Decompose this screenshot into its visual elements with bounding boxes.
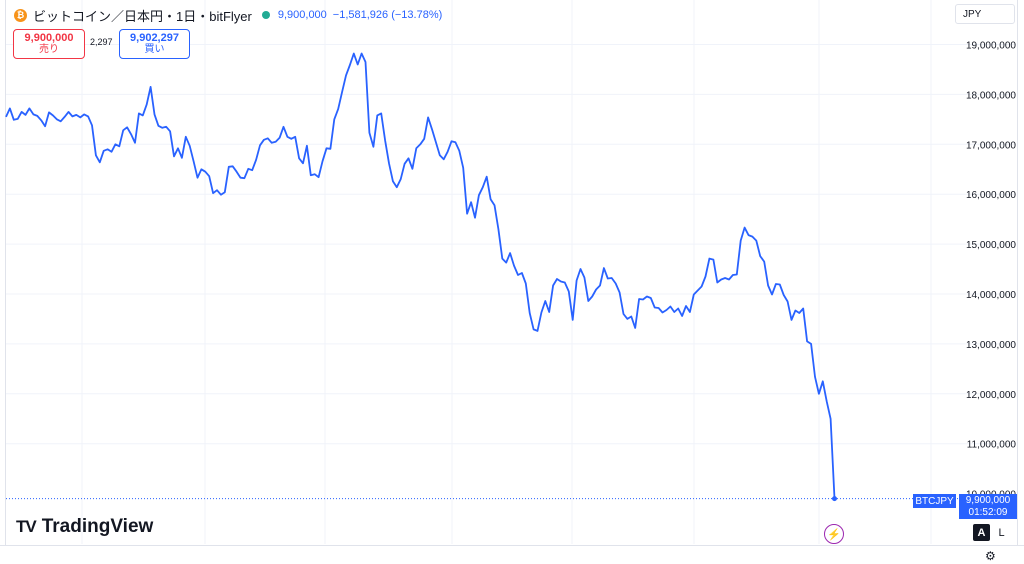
bar-countdown: 01:52:09 <box>968 506 1008 518</box>
last-price-marker <box>832 496 837 502</box>
tradingview-logo[interactable]: TV TradingView <box>16 516 153 538</box>
y-tick-label: 14,000,000 <box>966 290 1016 301</box>
price-line <box>5 52 836 499</box>
sell-label: 売り <box>39 44 59 55</box>
buy-button[interactable]: 9,902,297 買い <box>119 29 190 59</box>
header-change: −1,581,926 (−13.78%) <box>332 9 443 21</box>
sell-button[interactable]: 9,900,000 売り <box>13 29 85 59</box>
y-tick-label: 11,000,000 <box>967 440 1017 451</box>
spread-value: 2,297 <box>90 37 113 47</box>
y-tick-label: 15,000,000 <box>966 240 1016 251</box>
chart-header: ₿ ビットコイン／日本円・1日・bitFlyer 9,900,000 −1,58… <box>14 6 442 24</box>
y-tick-label: 17,000,000 <box>966 140 1016 151</box>
buy-label: 買い <box>144 44 165 55</box>
buy-price: 9,902,297 <box>130 32 179 44</box>
chart-left-border <box>0 0 6 545</box>
y-tick-label: 19,000,000 <box>966 41 1016 52</box>
sell-price: 9,900,000 <box>24 32 74 44</box>
market-status-dot-icon <box>261 11 270 19</box>
tradingview-logo-text: TradingView <box>41 516 154 537</box>
y-tick-label: 13,000,000 <box>966 340 1016 351</box>
header-price: 9,900,000 <box>277 9 327 21</box>
auto-scale-button[interactable]: A <box>973 524 990 541</box>
last-price-value: 9,900,000 <box>965 494 1011 506</box>
currency-select[interactable]: JPY <box>955 4 1015 24</box>
settings-icon[interactable]: ⚙ <box>985 549 996 563</box>
price-scale-border <box>1017 0 1024 545</box>
symbol-title[interactable]: ビットコイン／日本円・1日・bitFlyer <box>33 8 252 24</box>
tradingview-logo-icon: TV <box>16 517 37 536</box>
y-tick-label: 16,000,000 <box>966 190 1016 201</box>
bitcoin-icon: ₿ <box>14 8 27 22</box>
y-tick-label: 12,000,000 <box>966 390 1016 401</box>
last-price-label: 9,900,000 01:52:09 <box>959 494 1017 519</box>
log-scale-button[interactable]: L <box>998 526 1005 539</box>
ticker-label: BTCJPY <box>913 494 956 508</box>
lightning-icon[interactable]: ⚡ <box>824 524 844 544</box>
time-scale[interactable] <box>0 545 1024 564</box>
y-tick-label: 18,000,000 <box>966 90 1016 101</box>
